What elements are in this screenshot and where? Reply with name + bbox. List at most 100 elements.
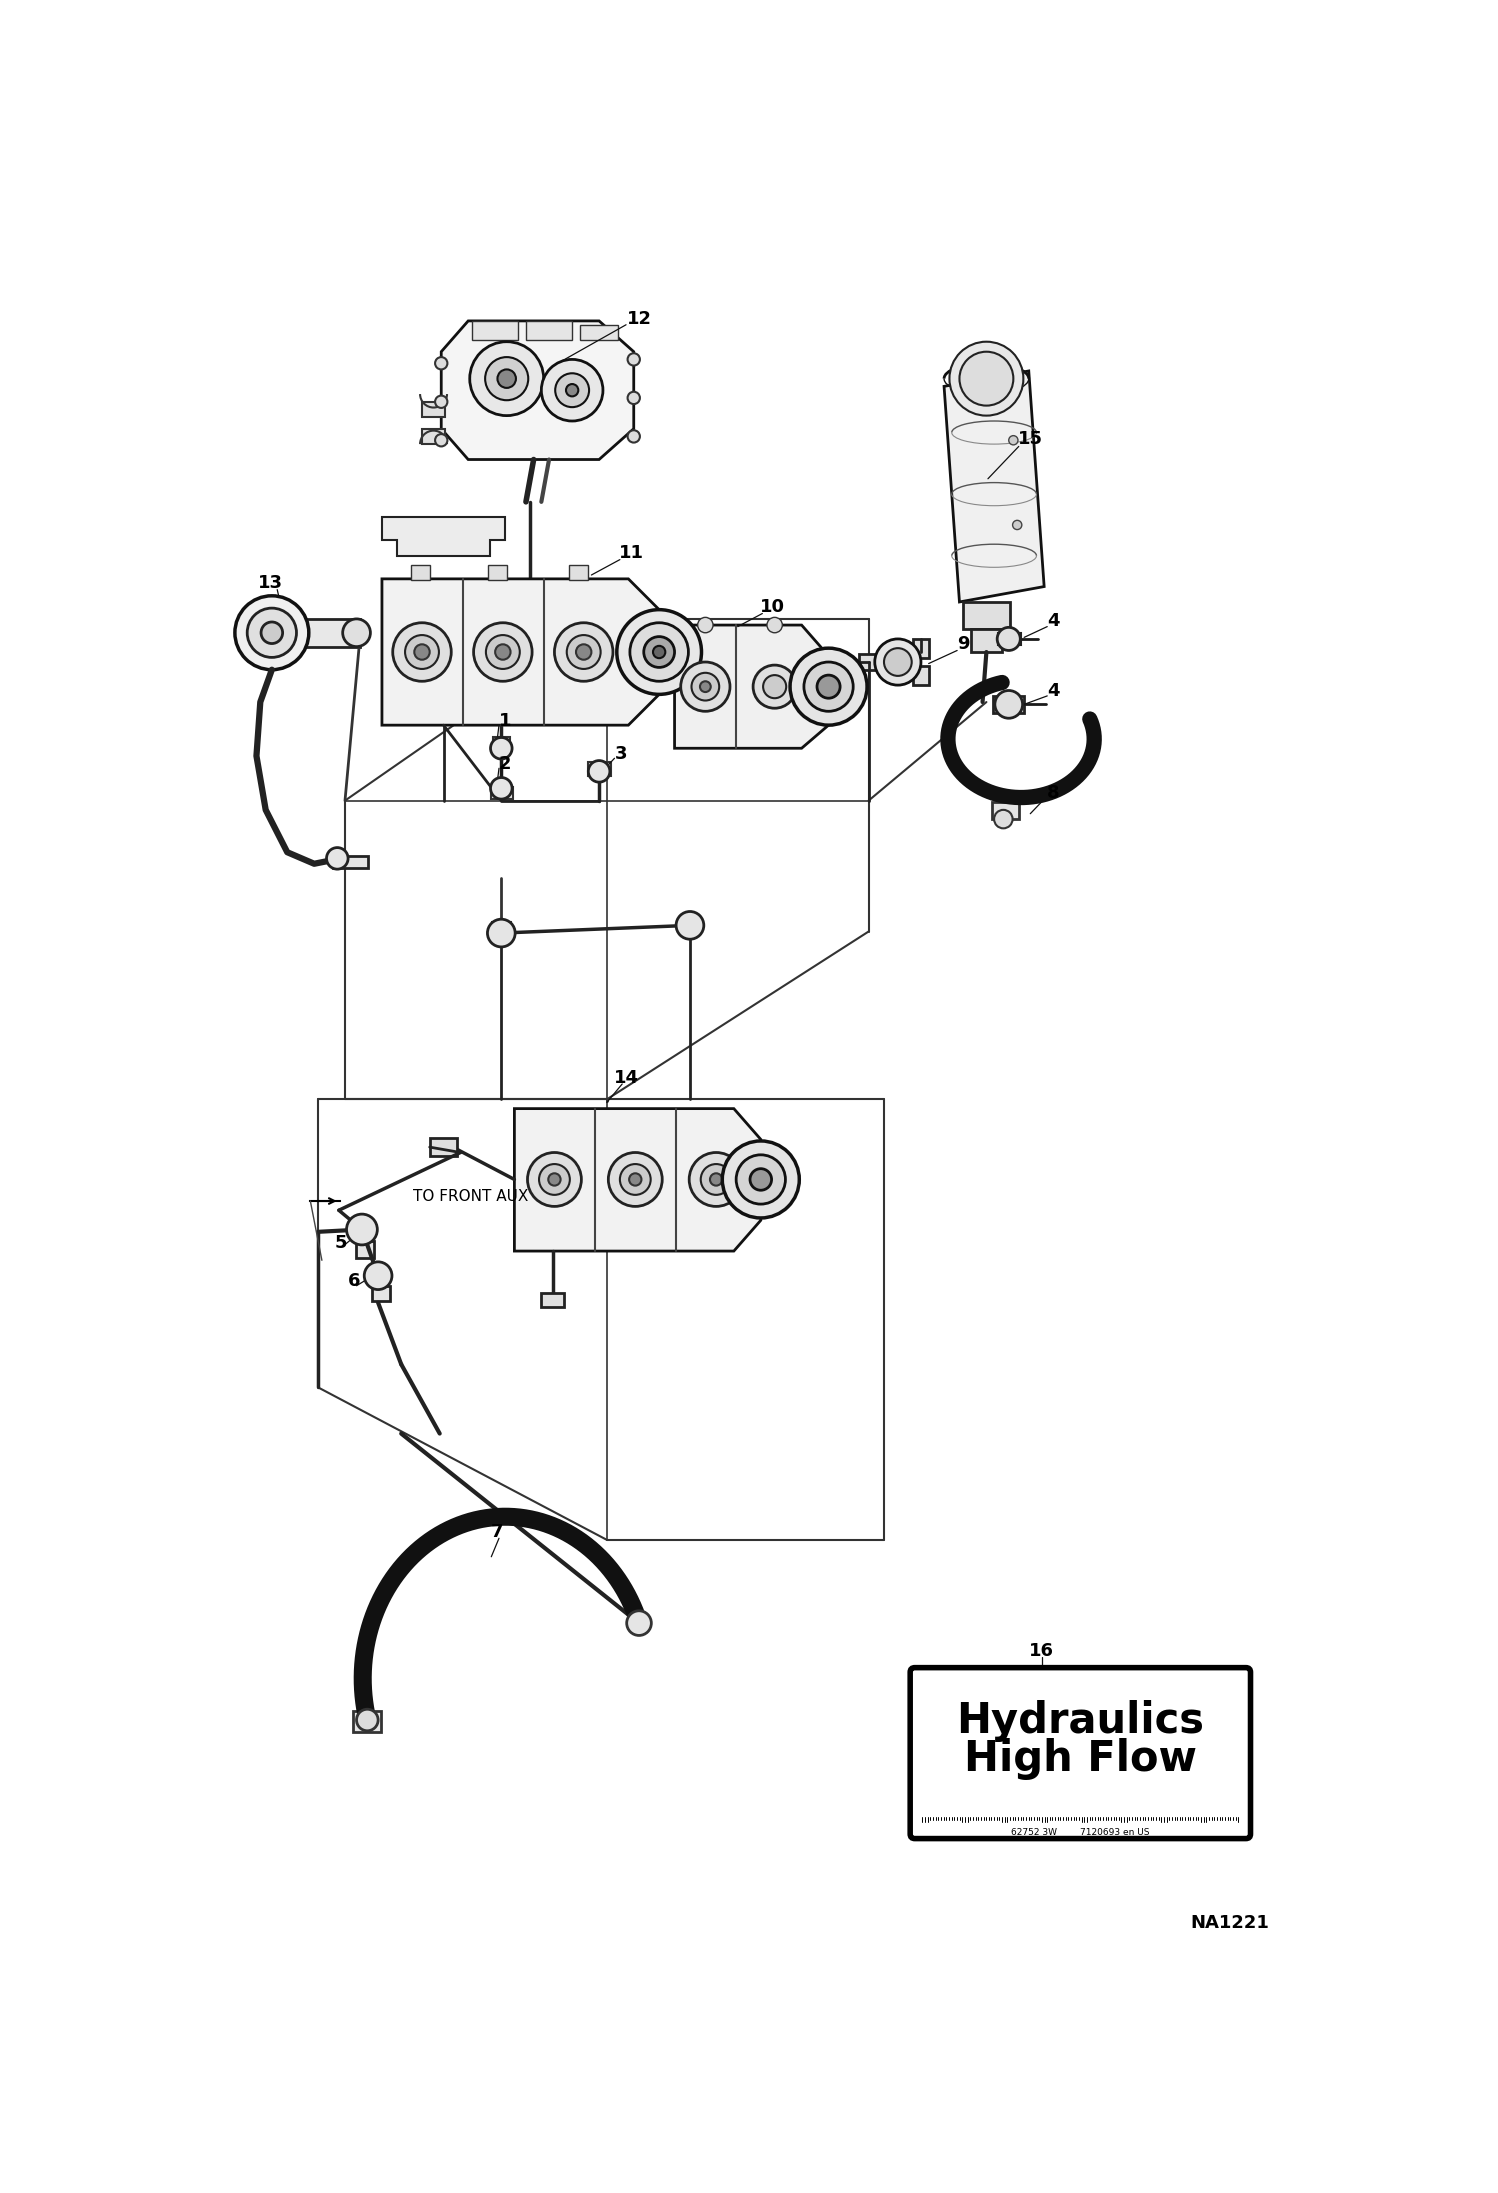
Circle shape [487,919,515,947]
Circle shape [710,1173,722,1186]
Circle shape [589,761,610,783]
Bar [354,1711,380,1732]
Circle shape [539,1164,569,1195]
Bar [860,654,897,669]
Circle shape [556,373,589,408]
Bar [914,638,929,658]
Circle shape [750,1169,771,1191]
Circle shape [343,618,370,647]
Bar [971,629,1002,651]
Circle shape [434,395,448,408]
Text: 8: 8 [1047,783,1059,803]
Text: 14: 14 [614,1068,638,1088]
Circle shape [404,636,439,669]
Circle shape [497,368,515,388]
Circle shape [1013,520,1022,529]
Circle shape [261,623,283,643]
Bar [334,855,369,868]
Circle shape [608,1154,662,1206]
Circle shape [698,618,713,634]
Circle shape [789,649,867,726]
Circle shape [950,342,1023,417]
Polygon shape [944,371,1044,601]
Circle shape [689,1154,743,1206]
Circle shape [620,1164,650,1195]
Circle shape [485,636,520,669]
Circle shape [875,638,921,684]
Text: 5: 5 [334,1235,346,1252]
Circle shape [566,636,601,669]
Bar [963,601,1010,629]
Circle shape [701,1164,731,1195]
Bar [526,320,572,340]
Text: 11: 11 [619,544,644,561]
Bar [992,803,1019,820]
Text: NA1221: NA1221 [1189,1914,1269,1932]
Text: 16: 16 [1029,1643,1055,1660]
Circle shape [629,623,689,682]
Bar [914,667,929,684]
Circle shape [434,434,448,447]
Bar [569,566,587,581]
Bar [488,566,506,581]
Circle shape [995,809,1013,829]
Text: 9: 9 [957,636,969,654]
Bar [372,1285,391,1300]
Polygon shape [674,625,828,748]
Circle shape [653,647,665,658]
Bar [303,618,361,647]
Bar [491,787,512,798]
Circle shape [235,596,309,669]
Circle shape [473,623,532,682]
Circle shape [998,627,1020,651]
Circle shape [327,846,348,868]
Circle shape [357,1708,377,1730]
Text: 4: 4 [1047,612,1059,629]
Circle shape [816,675,840,697]
Circle shape [247,607,297,658]
Circle shape [541,360,602,421]
Text: Hydraulics: Hydraulics [956,1700,1204,1741]
Circle shape [804,662,854,711]
Text: 6: 6 [348,1272,361,1289]
Circle shape [762,675,786,697]
Text: 10: 10 [759,599,785,616]
Bar [493,737,509,750]
Circle shape [629,1173,641,1186]
Circle shape [548,1173,560,1186]
Text: 4: 4 [1047,682,1059,700]
Circle shape [628,430,640,443]
Circle shape [617,610,701,695]
Circle shape [628,393,640,404]
Circle shape [364,1261,392,1289]
Circle shape [490,779,512,798]
Circle shape [527,1154,581,1206]
Circle shape [346,1215,377,1246]
Circle shape [736,1156,785,1204]
Text: High Flow: High Flow [963,1739,1197,1781]
Circle shape [470,342,544,417]
Circle shape [767,618,782,634]
Text: 13: 13 [258,575,283,592]
Text: TO FRONT AUX: TO FRONT AUX [413,1189,529,1204]
Circle shape [995,691,1023,719]
Polygon shape [382,518,505,555]
Circle shape [644,636,674,667]
Bar [993,695,1025,713]
Bar [357,1241,374,1259]
Circle shape [753,664,797,708]
Bar [491,923,511,934]
Text: 15: 15 [1017,430,1043,447]
Circle shape [496,645,511,660]
Circle shape [434,357,448,368]
Circle shape [884,649,912,675]
Circle shape [577,645,592,660]
Text: 7: 7 [491,1524,503,1542]
Bar [412,566,430,581]
Text: 12: 12 [626,309,652,327]
Circle shape [628,353,640,366]
Polygon shape [442,320,634,461]
FancyBboxPatch shape [911,1667,1251,1838]
Circle shape [676,912,704,939]
Polygon shape [514,1110,761,1250]
